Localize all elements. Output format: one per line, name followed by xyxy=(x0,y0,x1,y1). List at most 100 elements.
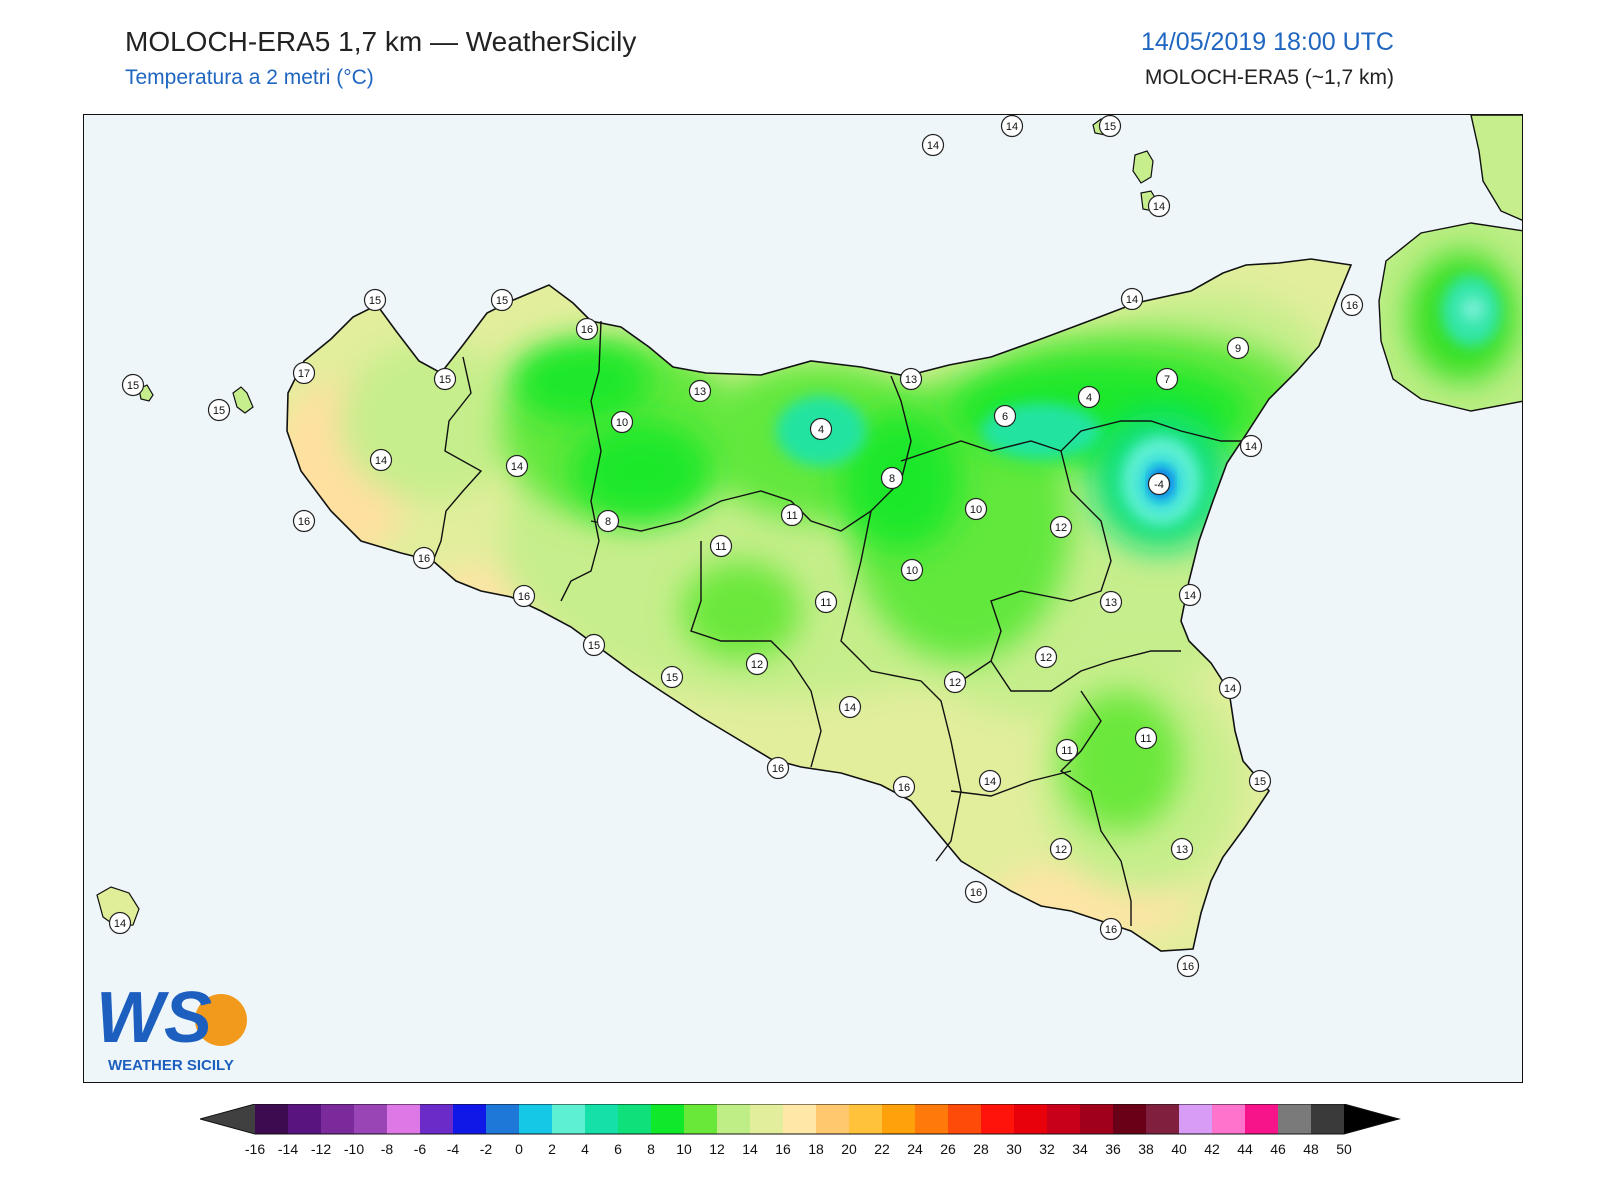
temperature-label-value: 11 xyxy=(715,541,726,553)
colorbar-swatch xyxy=(321,1104,355,1134)
temperature-label-value: 16 xyxy=(418,553,430,565)
temperature-label-value: 15 xyxy=(1254,776,1266,788)
temperature-label: 14 xyxy=(1147,194,1171,218)
aeolian-island xyxy=(1132,150,1154,184)
weathersicily-logo: WS WEATHER SICILY xyxy=(96,978,256,1075)
colorbar-swatch xyxy=(354,1104,388,1134)
temperature-label-value: 15 xyxy=(666,672,678,684)
colorbar-swatch xyxy=(1212,1104,1246,1134)
calabria-landmass xyxy=(1378,222,1522,412)
temperature-label: 12 xyxy=(745,652,769,676)
temperature-label: 16 xyxy=(292,509,316,533)
colorbar-tick-label: 24 xyxy=(907,1141,923,1157)
colorbar-swatch xyxy=(618,1104,652,1134)
colorbar-tick-label: -2 xyxy=(480,1141,493,1157)
colorbar-tick-label: -10 xyxy=(344,1141,364,1157)
temperature-label: -4 xyxy=(1147,472,1171,496)
temperature-label-value: 11 xyxy=(1140,733,1151,745)
temperature-label: 6 xyxy=(993,404,1017,428)
sicily-temperature-map[interactable]: 14 14 15 14 15 15 16 14 16 15 15 17 15 13 13 9 7 4 10 4 6 14 -… xyxy=(84,115,1523,1083)
temperature-label: 15 xyxy=(490,288,514,312)
colorbar-tick-label: -6 xyxy=(414,1141,427,1157)
temperature-label: 10 xyxy=(900,558,924,582)
colorbar-swatch xyxy=(849,1104,883,1134)
temperature-label: 14 xyxy=(1120,287,1144,311)
temperature-label-value: 11 xyxy=(1061,745,1072,757)
temperature-label: 8 xyxy=(596,509,620,533)
colorbar-swatch xyxy=(1146,1104,1180,1134)
temperature-label-value: 15 xyxy=(127,380,139,392)
temperature-label: 14 xyxy=(369,448,393,472)
colorbar-swatch xyxy=(255,1104,289,1134)
temperature-label: 9 xyxy=(1226,336,1250,360)
temperature-label: 14 xyxy=(921,133,945,157)
colorbar-tick-label: -12 xyxy=(311,1141,331,1157)
temperature-label-value: 16 xyxy=(518,591,530,603)
temperature-label: 14 xyxy=(838,695,862,719)
temperature-label: 14 xyxy=(108,911,132,935)
temperature-label: 10 xyxy=(610,410,634,434)
colorbar-swatch xyxy=(1278,1104,1312,1134)
temperature-label: 14 xyxy=(1000,115,1024,138)
temperature-label-value: 14 xyxy=(927,140,939,152)
temperature-label-value: 15 xyxy=(588,640,600,652)
temperature-label: 14 xyxy=(1178,583,1202,607)
temperature-label-value: 15 xyxy=(496,295,508,307)
colorbar-tick-label: 22 xyxy=(874,1141,890,1157)
temperature-label: 15 xyxy=(433,367,457,391)
colorbar-swatch xyxy=(486,1104,520,1134)
colorbar-swatch xyxy=(816,1104,850,1134)
colorbar-tick-label: 40 xyxy=(1171,1141,1187,1157)
temperature-label-value: 17 xyxy=(298,368,310,380)
temperature-label-value: 10 xyxy=(906,565,918,577)
colorbar-tick-label: 6 xyxy=(614,1141,622,1157)
temperature-label: 15 xyxy=(207,398,231,422)
colorbar-tick-label: 48 xyxy=(1303,1141,1319,1157)
temperature-label: 17 xyxy=(292,361,316,385)
temperature-label-value: 14 xyxy=(1184,590,1196,602)
colorbar-swatch xyxy=(750,1104,784,1134)
logo-initials: WS xyxy=(96,980,212,1058)
colorbar-tick-label: 42 xyxy=(1204,1141,1220,1157)
colorbar-tick-label: 32 xyxy=(1039,1141,1055,1157)
temperature-label-value: 11 xyxy=(786,510,797,522)
temperature-label-value: 16 xyxy=(1105,924,1117,936)
temperature-label-value: 13 xyxy=(1176,844,1188,856)
egadi-island xyxy=(232,386,254,414)
colorbar-under-arrow xyxy=(200,1104,255,1134)
temperature-label-value: 4 xyxy=(1086,392,1092,404)
sicily-coastline xyxy=(286,258,1353,952)
colorbar-tick-label: 2 xyxy=(548,1141,556,1157)
temperature-label: 12 xyxy=(1034,645,1058,669)
temperature-label: 11 xyxy=(814,590,838,614)
temperature-label: 13 xyxy=(688,379,712,403)
temperature-label-value: 15 xyxy=(1104,121,1116,133)
colorbar-tick-label: 38 xyxy=(1138,1141,1154,1157)
colorbar-tick-label: 34 xyxy=(1072,1141,1088,1157)
temperature-label-value: 14 xyxy=(375,455,387,467)
temperature-label: 16 xyxy=(512,584,536,608)
colorbar-tick-label: 4 xyxy=(581,1141,589,1157)
colorbar-swatch xyxy=(1047,1104,1081,1134)
temperature-label-value: 11 xyxy=(820,597,831,609)
colorbar-tick-label: 16 xyxy=(775,1141,791,1157)
colorbar-swatch xyxy=(882,1104,916,1134)
temperature-label-value: 12 xyxy=(1040,652,1052,664)
temperature-label: 15 xyxy=(1248,769,1272,793)
temperature-label: 16 xyxy=(892,775,916,799)
temperature-label: 15 xyxy=(1098,115,1122,138)
colorbar-swatch xyxy=(1014,1104,1048,1134)
temperature-label-value: 16 xyxy=(970,887,982,899)
temperature-label-value: 6 xyxy=(1002,411,1008,423)
colorbar-tick-label: 14 xyxy=(742,1141,758,1157)
temperature-label-value: 16 xyxy=(772,763,784,775)
logo-brand-text: WEATHER SICILY xyxy=(108,1057,234,1074)
map-panel[interactable]: 14 14 15 14 15 15 16 14 16 15 15 17 15 13 13 9 7 4 10 4 6 14 -… xyxy=(83,114,1523,1083)
temperature-label-value: 4 xyxy=(818,424,824,436)
temperature-label: 16 xyxy=(412,546,436,570)
colorbar-swatch xyxy=(915,1104,949,1134)
temperature-label-value: 13 xyxy=(1105,597,1117,609)
temperature-label-value: 16 xyxy=(1182,961,1194,973)
colorbar-swatch xyxy=(717,1104,751,1134)
temperature-label: 11 xyxy=(1134,726,1158,750)
